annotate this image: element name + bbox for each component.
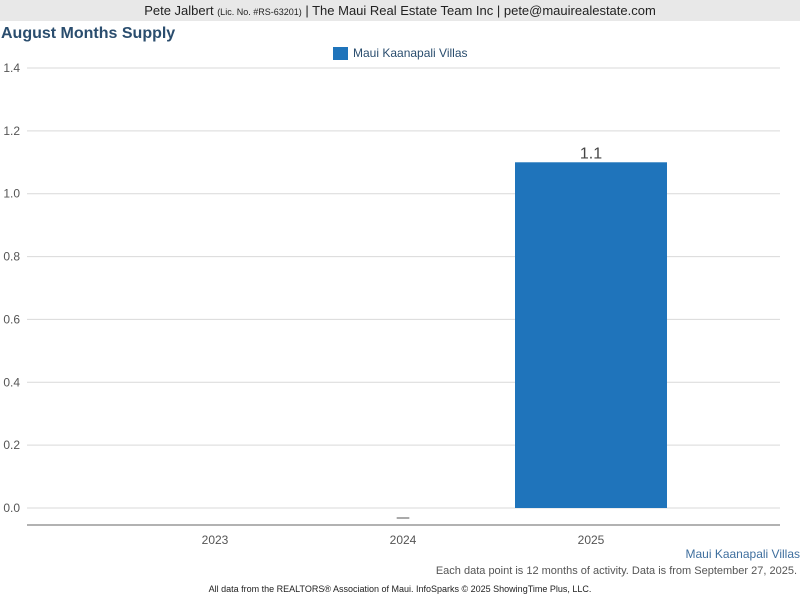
y-tick-label: 0.0 [3, 501, 20, 515]
company-name: | The Maui Real Estate Team Inc | [305, 3, 501, 18]
bar [515, 162, 667, 509]
license-number: (Lic. No. #RS-63201) [217, 7, 302, 17]
y-tick-label: 1.0 [3, 187, 20, 201]
x-tick-label: 2023 [202, 533, 229, 547]
region-label: Maui Kaanapali Villas [685, 547, 800, 561]
chart-legend[interactable]: Maui Kaanapali Villas [333, 46, 468, 60]
y-tick-label: 0.8 [3, 250, 20, 264]
footer-credit: All data from the REALTORS® Association … [208, 584, 592, 594]
y-tick-label: 0.6 [3, 312, 20, 326]
missing-value-marker: — [396, 510, 410, 526]
legend-swatch [333, 46, 348, 60]
agent-email[interactable]: pete@mauirealestate.com [503, 3, 656, 18]
data-label: 1.1 [580, 145, 602, 162]
y-tick-label: 1.2 [3, 124, 20, 138]
agent-name: Pete Jalbert [144, 3, 214, 18]
y-tick-label: 1.4 [3, 61, 20, 75]
x-tick-label: 2025 [578, 533, 605, 547]
y-tick-label: 0.2 [3, 438, 20, 452]
x-tick-label: 2024 [390, 533, 417, 547]
y-tick-label: 0.4 [3, 375, 20, 389]
data-note: Each data point is 12 months of activity… [435, 565, 797, 577]
legend-label: Maui Kaanapali Villas [353, 46, 468, 60]
chart-title: August Months Supply [1, 25, 176, 42]
header-bar: Pete Jalbert (Lic. No. #RS-63201) | The … [0, 0, 800, 21]
